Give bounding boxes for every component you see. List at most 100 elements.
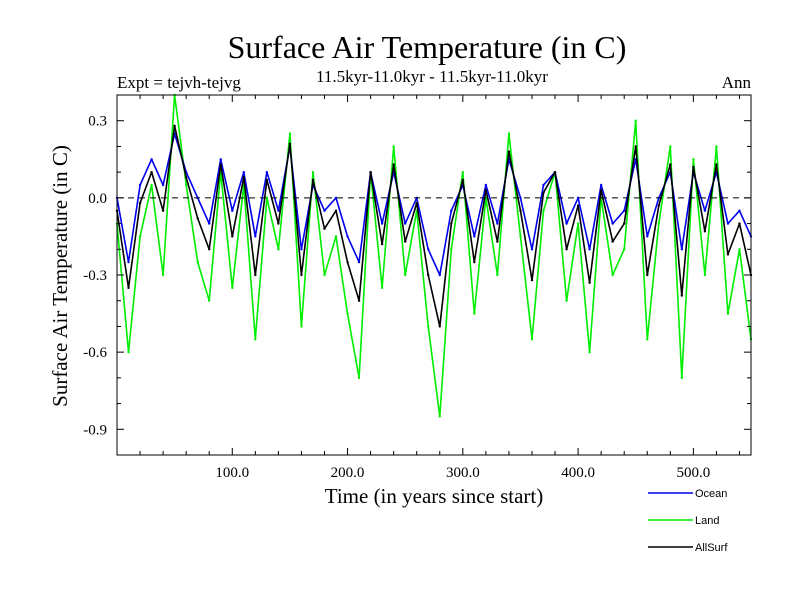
data-point-allsurf [657, 204, 660, 207]
data-point-allsurf [242, 176, 245, 179]
data-point-land [265, 196, 269, 200]
data-point-ocean [138, 183, 142, 187]
data-point-ocean [231, 209, 234, 212]
data-point-allsurf [334, 209, 338, 212]
data-point-allsurf [184, 176, 188, 179]
data-point-allsurf [357, 299, 361, 302]
data-point-allsurf [265, 178, 269, 182]
data-point-land [323, 273, 326, 277]
data-point-land [380, 286, 384, 290]
data-point-allsurf [669, 163, 672, 166]
data-point-allsurf [738, 222, 741, 225]
data-point-land [496, 273, 499, 277]
y-tick-label: -0.3 [83, 268, 107, 284]
data-point-land [334, 235, 338, 238]
data-point-land [611, 273, 614, 277]
data-point-land [530, 338, 534, 341]
x-tick-label: 400.0 [561, 465, 595, 481]
data-point-ocean [150, 158, 153, 161]
data-point-land [507, 132, 511, 135]
series-layer [115, 93, 753, 418]
data-point-allsurf [680, 294, 684, 297]
data-point-allsurf [484, 188, 488, 192]
data-point-land [450, 248, 453, 251]
data-point-ocean [300, 248, 303, 251]
data-point-allsurf [161, 209, 165, 212]
data-point-ocean [161, 183, 165, 187]
data-point-allsurf [392, 163, 395, 166]
data-point-ocean [277, 209, 280, 212]
data-point-ocean [219, 158, 222, 161]
data-point-allsurf [530, 278, 534, 282]
data-point-allsurf [231, 235, 234, 238]
data-point-land [231, 286, 234, 290]
series-line-ocean [116, 132, 752, 276]
data-point-land [519, 235, 522, 238]
data-point-land [565, 299, 568, 302]
data-point-ocean [427, 248, 430, 251]
data-point-allsurf [599, 188, 603, 192]
data-point-ocean [542, 183, 545, 187]
data-point-allsurf [138, 201, 142, 205]
data-point-land [300, 325, 303, 328]
plot-frame [116, 94, 752, 456]
legend: Ocean Land AllSurf [648, 488, 728, 554]
data-point-allsurf [208, 248, 211, 251]
data-point-ocean [519, 196, 522, 200]
data-point-land [427, 325, 430, 328]
data-point-allsurf [127, 286, 130, 290]
x-tick-label: 500.0 [676, 465, 710, 481]
data-point-allsurf [173, 124, 176, 128]
data-point-ocean [576, 196, 580, 200]
data-point-ocean [438, 273, 441, 277]
data-point-ocean [565, 222, 568, 225]
data-point-allsurf [634, 145, 637, 148]
data-point-allsurf [450, 222, 453, 225]
data-point-allsurf [277, 222, 280, 225]
data-point-allsurf [427, 273, 430, 277]
data-point-allsurf [461, 178, 465, 182]
legend-label-land: Land [695, 515, 719, 527]
data-point-allsurf [646, 273, 649, 277]
data-point-land [288, 132, 292, 135]
data-point-allsurf [254, 273, 257, 277]
data-point-allsurf [703, 230, 707, 233]
data-point-land [184, 183, 188, 187]
data-point-allsurf [369, 170, 372, 174]
data-point-land [392, 145, 395, 148]
data-point-land [127, 350, 130, 354]
data-point-ocean [127, 260, 130, 264]
data-point-land [715, 145, 718, 148]
data-point-allsurf [415, 201, 418, 205]
series-line-allsurf [116, 125, 752, 328]
data-point-ocean [726, 222, 730, 225]
data-point-ocean [346, 235, 349, 238]
data-point-allsurf [380, 242, 384, 246]
data-point-allsurf [715, 163, 718, 166]
data-point-land [438, 415, 441, 418]
data-point-allsurf [588, 281, 591, 284]
data-point-land [726, 312, 730, 315]
data-point-land [403, 273, 407, 277]
data-point-ocean [473, 235, 476, 238]
x-tick-label: 300.0 [446, 465, 480, 481]
data-point-land [646, 338, 649, 341]
y-tick-label: 0.3 [88, 114, 107, 130]
data-point-ocean [380, 222, 384, 225]
y-axis-label: Surface Air Temperature (in C) [48, 145, 72, 407]
data-point-land [703, 273, 707, 277]
data-point-allsurf [519, 209, 522, 212]
data-point-allsurf [323, 227, 326, 230]
y-tick-label: -0.9 [83, 422, 107, 438]
x-axis-label: Time (in years since start) [325, 484, 544, 508]
x-tick-label: 200.0 [331, 465, 365, 481]
data-point-allsurf [496, 240, 499, 243]
data-point-allsurf [565, 248, 568, 251]
data-point-allsurf [576, 204, 580, 207]
data-point-land [357, 376, 361, 380]
data-point-allsurf [542, 191, 545, 194]
data-point-land [473, 312, 476, 315]
data-point-allsurf [219, 163, 222, 166]
data-point-ocean [450, 209, 453, 212]
